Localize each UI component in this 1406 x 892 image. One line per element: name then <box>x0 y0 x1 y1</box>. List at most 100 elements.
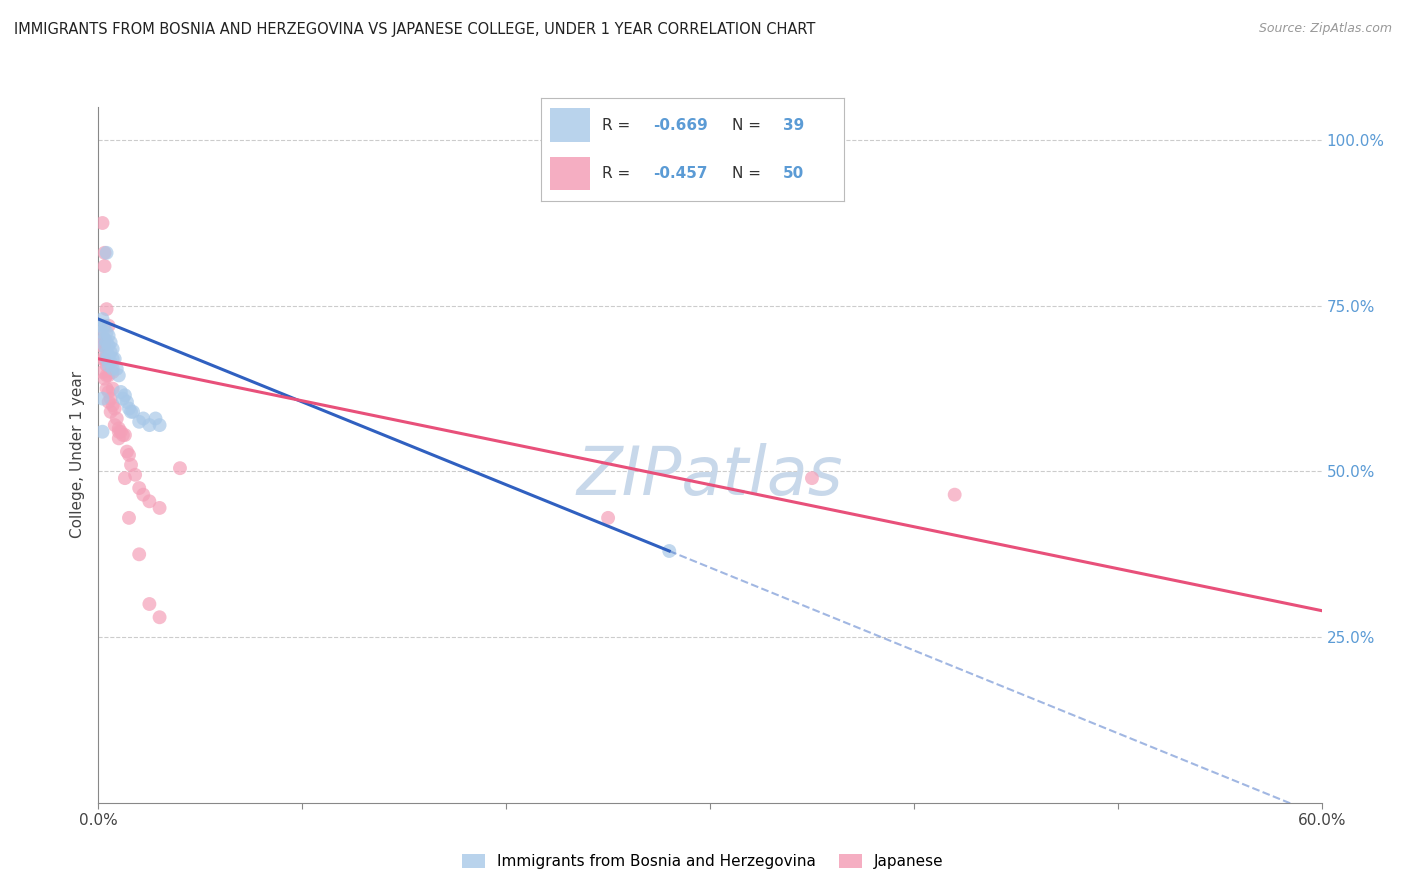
Text: 50: 50 <box>783 166 804 181</box>
Point <box>108 421 131 435</box>
Point <box>149 500 172 515</box>
Text: R =: R = <box>602 166 636 181</box>
Point <box>96 245 118 260</box>
Text: 39: 39 <box>783 118 804 133</box>
Point <box>101 342 124 356</box>
Point <box>93 338 115 352</box>
Point <box>97 359 120 373</box>
Point <box>97 328 120 343</box>
Point <box>114 388 136 402</box>
Point <box>128 547 150 561</box>
Point <box>91 351 114 366</box>
Point <box>91 312 114 326</box>
Text: N =: N = <box>731 118 766 133</box>
Point <box>801 471 824 485</box>
Point <box>96 351 118 366</box>
Point <box>93 245 115 260</box>
Point <box>128 481 150 495</box>
Point <box>108 368 131 383</box>
Point <box>111 392 134 406</box>
Point <box>145 411 167 425</box>
Point <box>97 368 120 383</box>
Text: Source: ZipAtlas.com: Source: ZipAtlas.com <box>1258 22 1392 36</box>
Point <box>93 259 115 273</box>
Point <box>111 428 134 442</box>
Point <box>97 395 120 409</box>
Point <box>89 326 111 340</box>
Point <box>115 444 138 458</box>
Text: -0.669: -0.669 <box>654 118 707 133</box>
Point <box>101 361 124 376</box>
Point <box>132 488 155 502</box>
Point <box>149 418 172 433</box>
Point <box>132 411 155 425</box>
Point <box>91 425 114 439</box>
Point <box>138 597 160 611</box>
Point <box>100 345 122 359</box>
Point <box>115 395 138 409</box>
Point <box>96 335 118 350</box>
Point <box>138 418 160 433</box>
Point <box>100 335 122 350</box>
Point <box>96 382 118 396</box>
Text: N =: N = <box>731 166 766 181</box>
Point <box>100 392 122 406</box>
Point <box>91 365 114 379</box>
Point <box>93 338 115 352</box>
Point <box>110 384 132 399</box>
Point <box>118 511 141 525</box>
Point <box>105 411 128 425</box>
Point <box>100 355 122 369</box>
Point <box>93 332 115 346</box>
Point <box>96 326 118 340</box>
Point <box>97 338 120 352</box>
Point <box>120 458 142 472</box>
Point <box>91 326 114 340</box>
Text: R =: R = <box>602 118 636 133</box>
Point <box>96 345 118 359</box>
Point <box>114 428 136 442</box>
Bar <box>550 157 589 190</box>
Bar <box>550 108 589 142</box>
Point <box>118 448 141 462</box>
Point <box>110 425 132 439</box>
Text: -0.457: -0.457 <box>654 166 707 181</box>
Point <box>96 359 118 373</box>
Point <box>128 415 150 429</box>
Point <box>108 431 131 445</box>
Point <box>120 405 142 419</box>
Point <box>97 349 120 363</box>
Point <box>943 488 966 502</box>
Point <box>149 610 172 624</box>
Point <box>598 511 620 525</box>
Y-axis label: College, Under 1 year: College, Under 1 year <box>70 371 86 539</box>
Point <box>105 361 128 376</box>
Point <box>89 318 111 333</box>
Point <box>93 318 115 333</box>
Point <box>104 351 127 366</box>
Text: IMMIGRANTS FROM BOSNIA AND HERZEGOVINA VS JAPANESE COLLEGE, UNDER 1 YEAR CORRELA: IMMIGRANTS FROM BOSNIA AND HERZEGOVINA V… <box>14 22 815 37</box>
Point <box>91 338 114 352</box>
Point <box>96 368 118 383</box>
Point <box>104 401 127 416</box>
Point <box>100 405 122 419</box>
Point <box>91 392 114 406</box>
Point <box>101 382 124 396</box>
Point <box>97 318 120 333</box>
Point <box>122 405 145 419</box>
Point <box>101 351 124 366</box>
Point <box>118 401 141 416</box>
Point <box>101 398 124 412</box>
Point <box>101 365 124 379</box>
Point <box>93 372 115 386</box>
Point <box>89 338 111 352</box>
Point <box>138 494 160 508</box>
Point <box>658 544 681 558</box>
Point <box>91 216 114 230</box>
Point <box>97 384 120 399</box>
Point <box>93 332 115 346</box>
Point <box>169 461 191 475</box>
Text: ZIPatlas: ZIPatlas <box>576 442 844 508</box>
Point <box>93 351 115 366</box>
Point <box>104 418 127 433</box>
